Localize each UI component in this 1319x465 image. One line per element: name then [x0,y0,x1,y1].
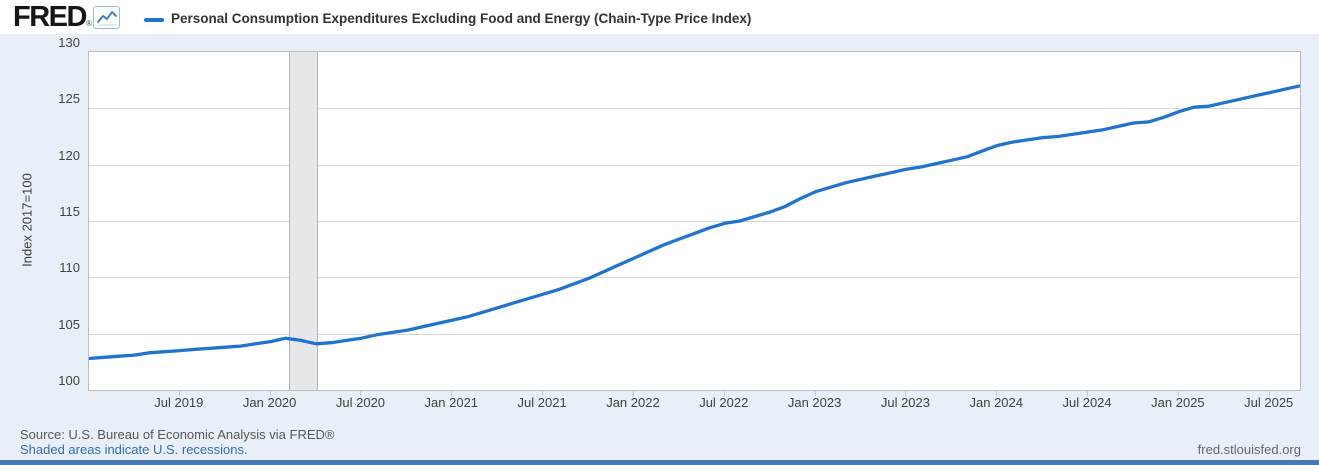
fred-url-link[interactable]: fred.stlouisfed.org [1197,442,1301,457]
x-tick-mark [360,390,362,396]
x-tick-mark [905,390,907,396]
x-tick-label: Jul 2025 [1244,395,1294,410]
graph-header: FRED® Personal Consumption Expenditures … [0,0,1319,34]
y-axis-title: Index 2017=100 [19,173,35,267]
y-tick-label-120: 120 [58,147,80,163]
line-chart-icon[interactable] [93,6,120,29]
x-tick-mark [814,390,816,396]
y-tick-label-110: 110 [59,260,80,276]
legend-series-label: Personal Consumption Expenditures Exclud… [171,11,752,26]
gridline-125 [89,108,1300,109]
x-tick-mark [1268,390,1270,396]
legend-line-marker [144,18,164,22]
fred-logo[interactable]: FRED® [13,1,92,33]
series-line [89,84,1300,361]
x-tick-label: Jan 2020 [242,395,297,410]
gridline-110 [89,277,1300,278]
gridline-120 [89,165,1300,166]
x-tick-label: Jan 2021 [424,395,479,410]
recessions-note-link[interactable]: Shaded areas indicate U.S. recessions. [20,442,248,457]
x-tick-label: Jan 2022 [606,395,660,410]
y-tick-label-100: 100 [58,373,80,388]
registered-mark: ® [85,19,92,28]
x-tick-mark [632,390,634,396]
y-tick-label-115: 115 [59,204,80,219]
x-tick-label: Jul 2022 [699,395,749,410]
x-tick-mark [542,390,544,396]
x-tick-label: Jul 2023 [880,395,930,410]
x-tick-mark [1177,390,1179,396]
plot-area[interactable] [88,51,1301,391]
x-tick-label: Jul 2021 [517,395,567,410]
x-tick-mark [723,390,725,396]
x-tick-mark [996,390,998,396]
y-tick-label-130: 130 [58,35,80,50]
x-tick-mark [269,390,271,396]
x-tick-label: Jan 2024 [969,395,1024,410]
x-tick-label: Jul 2024 [1062,395,1112,410]
x-tick-mark [1087,390,1089,396]
pce-series-path [89,84,1300,361]
x-tick-label: Jul 2019 [154,395,204,410]
y-tick-label-105: 105 [58,316,80,332]
x-tick-mark [178,390,180,396]
x-tick-label: Jan 2025 [1151,395,1205,410]
source-attribution: Source: U.S. Bureau of Economic Analysis… [20,427,335,442]
x-tick-label: Jan 2023 [787,395,842,410]
gridline-115 [89,221,1300,222]
recession-shading [288,52,318,390]
x-tick-mark [451,390,453,396]
bottom-accent-bar [0,460,1319,465]
y-tick-label-125: 125 [58,91,80,107]
gridline-105 [89,334,1300,335]
x-tick-label: Jul 2020 [335,395,386,410]
